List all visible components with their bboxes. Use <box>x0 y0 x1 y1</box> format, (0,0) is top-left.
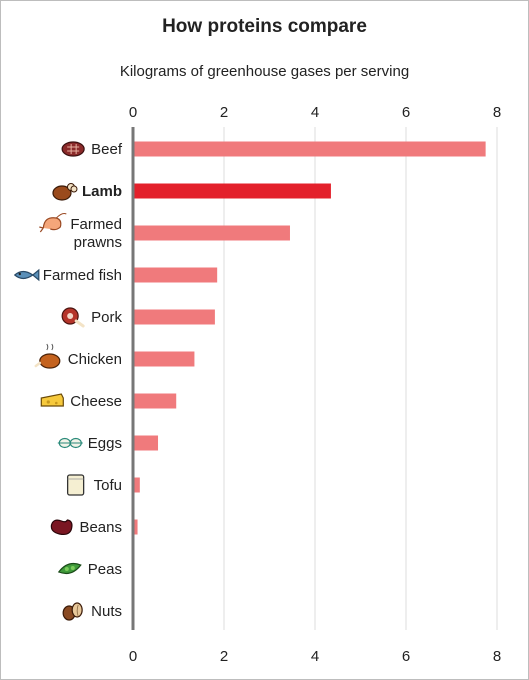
chart-subtitle: Kilograms of greenhouse gases per servin… <box>119 63 410 80</box>
bar-beans <box>133 519 138 535</box>
category-label: Nuts <box>91 603 122 620</box>
category-label: Cheese <box>70 393 122 410</box>
bar-farmed-fish <box>133 267 218 283</box>
bar-farmed-prawns <box>133 225 290 241</box>
category-label: Lamb <box>82 183 122 200</box>
roast-chicken-icon <box>34 343 61 369</box>
category-label: Beef <box>91 141 123 158</box>
steak-icon <box>61 141 85 157</box>
x-tick-label-top-6: 6 <box>402 104 410 121</box>
x-tick-label-bottom-6: 6 <box>402 648 410 665</box>
category-label: Farmed prawns <box>70 216 122 251</box>
bar-tofu <box>133 477 140 493</box>
tofu-icon <box>66 474 85 496</box>
x-tick-label-top-8: 8 <box>493 104 501 121</box>
pea-pod-icon <box>57 562 82 575</box>
x-tick-label-top-2: 2 <box>220 104 228 121</box>
category-label: Eggs <box>88 435 122 452</box>
bar-chicken <box>133 351 195 367</box>
x-tick-label-top-4: 4 <box>311 104 319 121</box>
bar-beef <box>133 141 486 157</box>
nuts-icon <box>62 602 83 621</box>
x-tick-label-bottom-0: 0 <box>129 648 137 665</box>
x-tick-label-top-0: 0 <box>129 104 137 121</box>
bar-lamb <box>133 183 331 199</box>
lamb-roast-icon <box>52 183 78 201</box>
bean-icon <box>50 519 73 536</box>
category-label: Peas <box>88 561 122 578</box>
chart-title: How proteins compare <box>162 16 367 37</box>
category-label: Farmed fish <box>43 267 122 284</box>
ham-icon <box>61 307 85 328</box>
category-label: Tofu <box>94 477 122 494</box>
bar-cheese <box>133 393 177 409</box>
x-tick-label-bottom-2: 2 <box>220 648 228 665</box>
category-label: Beans <box>79 519 122 536</box>
fish-icon <box>13 268 40 282</box>
bar-eggs <box>133 435 159 451</box>
category-label: Pork <box>91 309 122 326</box>
category-label: Chicken <box>68 351 122 368</box>
prawn-icon <box>39 213 67 233</box>
bar-pork <box>133 309 215 325</box>
eggs-icon <box>57 437 83 449</box>
x-tick-label-bottom-8: 8 <box>493 648 501 665</box>
cheese-icon <box>40 393 64 407</box>
x-tick-label-bottom-4: 4 <box>311 648 319 665</box>
